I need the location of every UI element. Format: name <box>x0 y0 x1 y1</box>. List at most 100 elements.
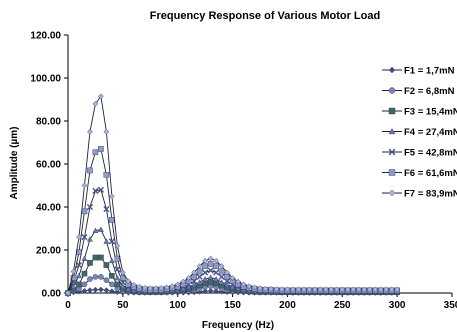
series-7-point <box>235 278 241 285</box>
series-3-point <box>207 279 214 286</box>
series-4-point <box>224 281 231 288</box>
legend-item: F5 = 42,8mN <box>382 148 457 159</box>
series-7-point <box>202 257 209 264</box>
series-7-point <box>174 281 181 288</box>
series-3-point <box>109 273 115 279</box>
series-7-point <box>70 268 77 275</box>
series-5-point <box>207 267 214 274</box>
series-1-point <box>207 287 214 294</box>
series-1-point <box>213 288 219 295</box>
series-7-point <box>306 286 313 293</box>
legend-item: F3 = 15,4mN <box>382 107 457 118</box>
series-3-point <box>202 280 208 287</box>
series-7-point <box>317 286 324 293</box>
series-7-point <box>251 284 258 291</box>
series-7-point <box>213 257 219 264</box>
series-3-point <box>76 281 82 288</box>
x-tick-label: 150 <box>224 300 241 311</box>
series-7-point <box>125 278 132 285</box>
series-7-point <box>333 286 340 293</box>
series-7-point <box>355 286 362 293</box>
legend-label: F1 = 1,7mN <box>404 66 455 77</box>
series-4-point <box>70 283 77 289</box>
series-4-point <box>103 238 110 244</box>
series-4-point <box>114 274 121 281</box>
series-1-point <box>202 288 209 295</box>
series-7-point <box>268 286 274 292</box>
legend-marker <box>388 189 396 197</box>
series-7-point <box>344 286 351 293</box>
series-7-point <box>290 286 296 293</box>
y-tick-label: 80.00 <box>36 117 61 128</box>
series-6-point <box>109 217 115 223</box>
series-2-point <box>109 281 115 288</box>
legend-marker <box>388 66 396 74</box>
series-4-point <box>76 272 82 279</box>
legend-marker <box>388 169 396 176</box>
series-7-point <box>328 286 335 293</box>
series-6-point <box>81 208 88 215</box>
series-7-point <box>350 286 357 293</box>
series-7-point <box>87 128 93 135</box>
series-7-point <box>81 182 88 189</box>
series-5-point <box>114 266 121 273</box>
series-7-point <box>98 93 104 100</box>
series-7-point <box>284 286 291 293</box>
series-5-point <box>196 273 203 280</box>
series-3-point <box>98 254 104 261</box>
series-4-point <box>125 286 132 292</box>
y-tick-label: 60.00 <box>36 160 61 171</box>
series-3-point <box>92 254 99 261</box>
chart-title: Frequency Response of Various Motor Load <box>150 10 380 22</box>
series-2-point <box>103 277 110 283</box>
series-4-point <box>191 281 198 288</box>
series-7-point <box>377 286 384 293</box>
series-7-point <box>262 285 269 292</box>
x-tick-label: 350 <box>444 300 457 311</box>
legend-label: F2 = 6,8mN <box>404 86 455 97</box>
series-7-point <box>191 269 198 276</box>
series-6-point <box>98 146 104 152</box>
series-7-point <box>229 275 236 281</box>
legend-item: F2 = 6,8mN <box>382 86 455 97</box>
series-7-point <box>92 100 99 107</box>
series-5-point <box>213 269 220 276</box>
legend-item: F1 = 1,7mN <box>382 66 455 77</box>
series-7-point <box>65 290 71 296</box>
series-4-point <box>119 283 126 289</box>
y-tick-label: 40.00 <box>36 203 61 214</box>
series-6-point <box>218 268 225 275</box>
legend-label: F4 = 27,4mN <box>404 127 457 138</box>
x-tick-label: 100 <box>169 300 186 311</box>
series-7-point <box>311 286 318 293</box>
series-5-point <box>103 206 110 213</box>
series-7-point <box>383 286 390 293</box>
legend-marker <box>388 87 396 94</box>
series-7-point <box>240 281 247 288</box>
legend-label: F6 = 61,6mN <box>404 168 457 179</box>
x-tick-label: 50 <box>117 300 129 311</box>
series-4-point <box>229 283 236 290</box>
series-7-point <box>114 242 121 249</box>
y-tick-label: 100.00 <box>30 74 61 85</box>
series-5-point <box>92 187 99 194</box>
series-7 <box>65 93 401 296</box>
y-tick-label: 0.00 <box>42 289 62 300</box>
legend-label: F7 = 83,9mN <box>404 189 457 200</box>
series-1-point <box>87 287 93 294</box>
series-7-point <box>295 286 302 293</box>
series-6-point <box>196 268 203 275</box>
x-tick-label: 250 <box>334 300 351 311</box>
series-7-point <box>301 286 307 293</box>
series-7-point <box>119 269 126 276</box>
series-3-point <box>87 260 93 266</box>
series-2-point <box>81 281 88 288</box>
series-3-point <box>114 281 121 288</box>
legend-marker <box>388 107 396 115</box>
series-1-point <box>81 287 88 294</box>
series-7-point <box>169 283 176 290</box>
series-7-point <box>152 285 159 292</box>
series-6-point <box>202 263 208 269</box>
y-tick-label: 120.00 <box>30 31 61 42</box>
